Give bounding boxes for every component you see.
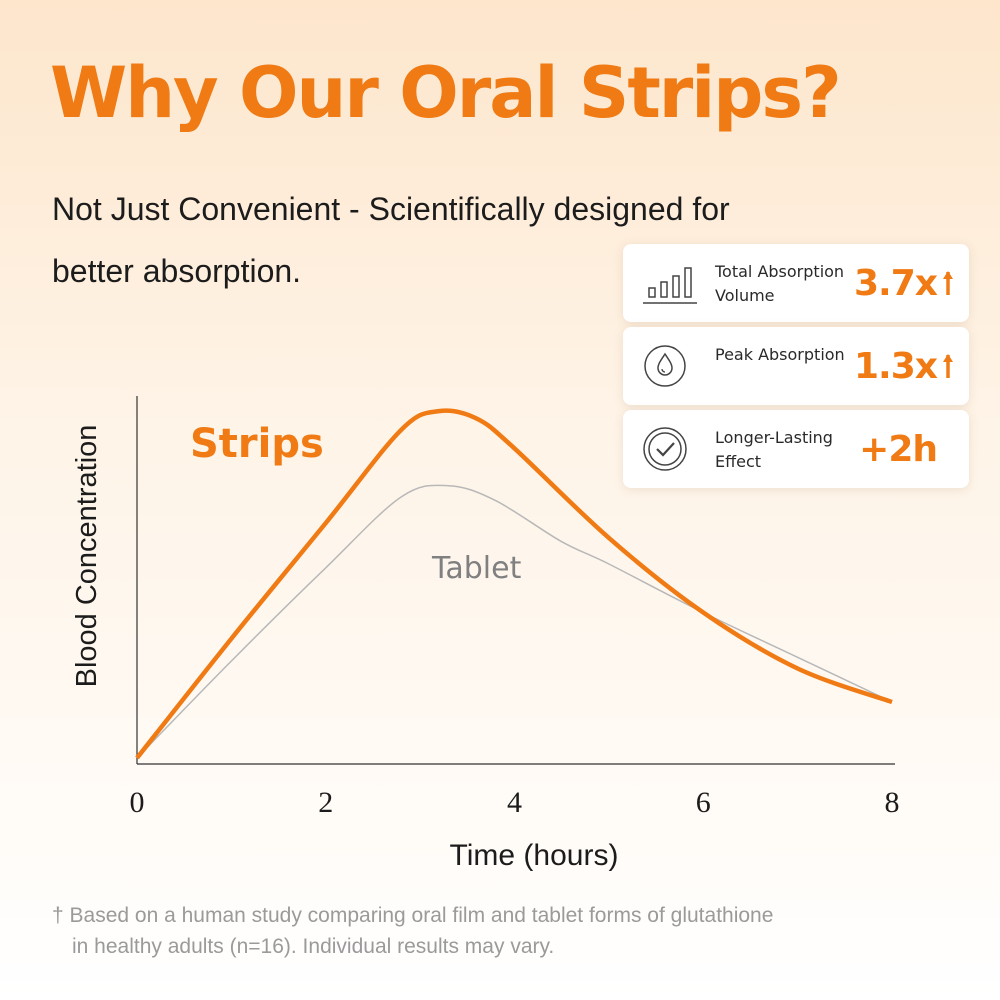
tablet-series-label: Tablet <box>431 551 522 586</box>
tablet-series-line <box>136 484 893 759</box>
x-tick-label: 6 <box>696 786 711 819</box>
check-circle-icon <box>643 427 687 471</box>
stat-card-peak-absorption: Peak Absorption 1.3x <box>623 327 969 405</box>
bar-chart-icon <box>643 267 697 304</box>
stat-label: Longer-Lasting Effect <box>715 428 833 471</box>
up-arrow-icon <box>943 271 953 295</box>
y-axis-label: Blood Concentration <box>71 425 103 688</box>
x-tick-label: 2 <box>318 786 333 819</box>
x-axis-label: Time (hours) <box>450 839 619 872</box>
footnote-line-2: in healthy adults (n=16). Individual res… <box>72 935 555 958</box>
footnote: † Based on a human study comparing oral … <box>52 900 932 962</box>
stat-label: Total Absorption Volume <box>715 262 845 305</box>
x-tick-label: 8 <box>885 786 900 819</box>
stat-value: 1.3x <box>854 346 938 387</box>
water-drop-icon <box>644 345 686 387</box>
stat-card-longer-lasting: Longer-Lasting Effect +2h <box>623 410 969 488</box>
stat-card-total-absorption: Total Absorption Volume 3.7x <box>623 244 969 322</box>
strips-series-label: Strips <box>190 421 324 467</box>
footnote-line-1: † Based on a human study comparing oral … <box>52 904 774 927</box>
page-subtitle: Not Just Convenient - Scientifically des… <box>52 191 730 289</box>
up-arrow-icon <box>943 354 953 378</box>
stat-value: 3.7x <box>854 263 938 304</box>
stat-value: +2h <box>859 429 938 470</box>
x-tick-label: 4 <box>507 786 522 819</box>
strips-series-line <box>135 408 893 760</box>
stat-label: Peak Absorption <box>715 345 845 364</box>
stats-panel: Total Absorption Volume 3.7x Peak Absorp… <box>623 244 969 493</box>
x-tick-label: 0 <box>130 786 145 819</box>
page-title: Why Our Oral Strips? <box>50 52 842 134</box>
